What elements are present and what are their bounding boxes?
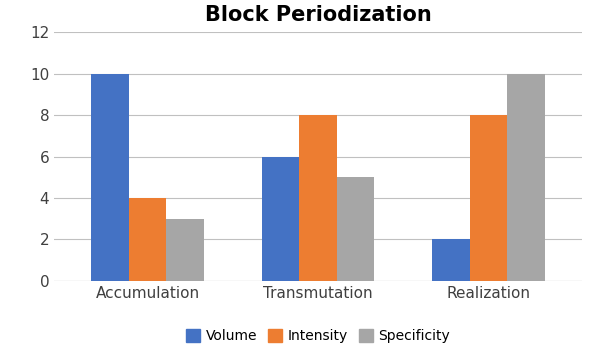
Title: Block Periodization: Block Periodization xyxy=(205,5,431,25)
Bar xyxy=(470,115,507,281)
Bar xyxy=(432,239,470,281)
Legend: Volume, Intensity, Specificity: Volume, Intensity, Specificity xyxy=(182,325,454,347)
Bar xyxy=(166,219,204,281)
Bar xyxy=(262,157,299,281)
Bar xyxy=(91,74,129,281)
Bar xyxy=(507,74,545,281)
Bar xyxy=(299,115,337,281)
Bar xyxy=(337,177,374,281)
Bar xyxy=(129,198,166,281)
